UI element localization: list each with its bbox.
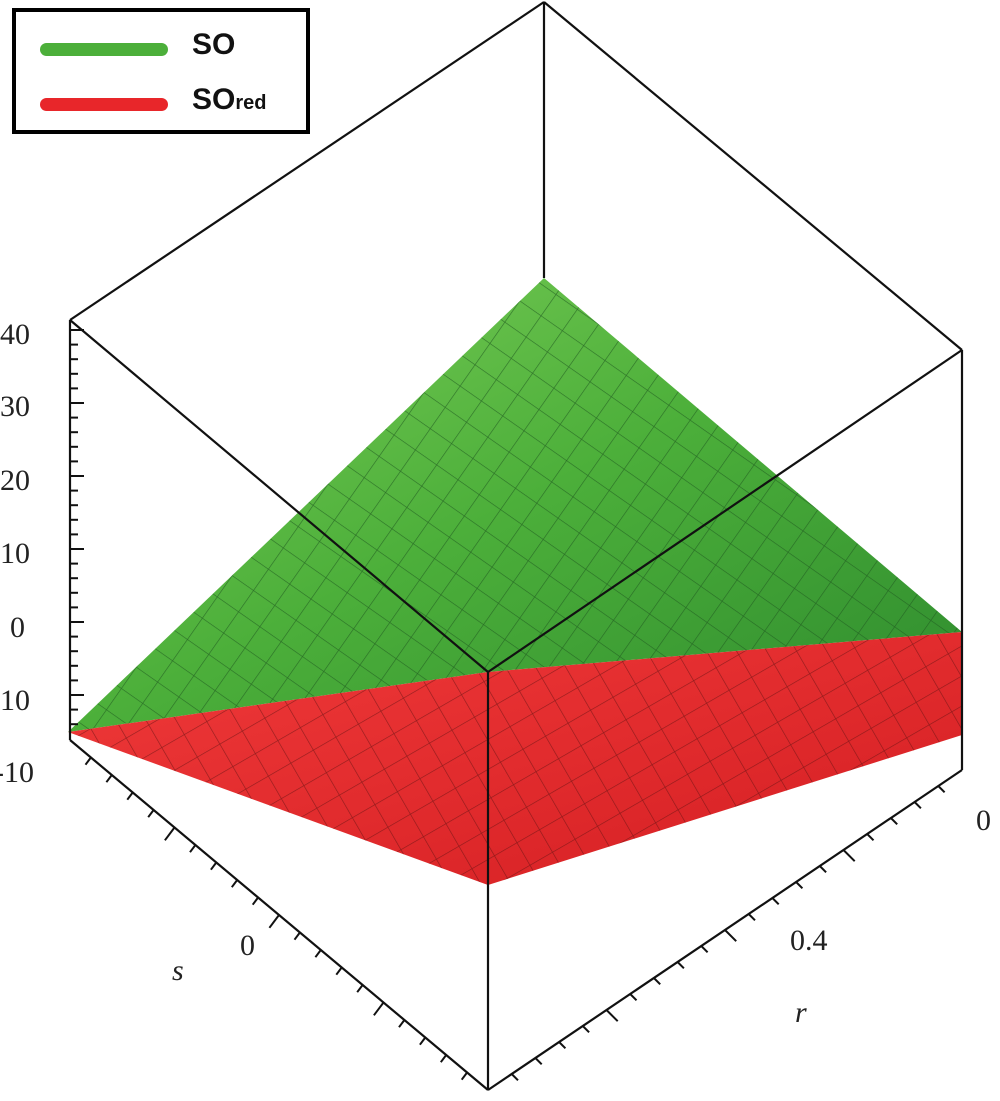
axis-tick — [251, 896, 259, 906]
axis-tick — [866, 833, 875, 842]
r-tick-label: 0 — [976, 804, 991, 837]
axis-tick — [268, 914, 280, 929]
z-axis-labels: 40 30 20 10 0 10 -10 — [0, 318, 34, 789]
box-edge — [487, 349, 963, 673]
axis-tick — [724, 929, 737, 942]
axis-tick — [105, 774, 113, 783]
axis-tick — [582, 1025, 590, 1034]
axis-tick — [314, 949, 322, 958]
s-axis-title: s — [172, 954, 184, 987]
r-tick-label: 0.4 — [790, 924, 828, 957]
legend-label-so: SO — [192, 28, 236, 61]
axis-tick — [147, 809, 155, 818]
axis-tick — [937, 785, 946, 794]
z-tick-label: 40 — [0, 318, 30, 351]
legend-label-so-red-sub: red — [235, 92, 267, 114]
axis-tick — [460, 1071, 468, 1081]
axis-tick — [605, 1009, 619, 1022]
axis-tick — [189, 844, 197, 853]
z-tick-label: 0 — [10, 611, 25, 644]
axis-tick — [84, 756, 92, 766]
axis-tick — [558, 1041, 567, 1050]
z-tick-label: 10 — [0, 684, 30, 717]
axis-tick — [356, 984, 364, 993]
z-tick-label: 30 — [0, 390, 30, 423]
axis-tick — [913, 801, 922, 810]
axis-tick — [398, 1019, 406, 1028]
axis-tick — [126, 791, 134, 801]
axis-tick — [231, 879, 238, 888]
legend-entry-so-red: SOred — [16, 76, 306, 126]
legend-swatch-so — [40, 43, 168, 56]
axis-tick — [335, 966, 343, 976]
axis-tick — [842, 849, 856, 862]
box-edge — [543, 1, 963, 351]
bounding-box-back — [69, 1, 963, 351]
axis-tick — [293, 931, 301, 941]
z-tick-label: 10 — [0, 537, 30, 570]
s-tick-label: 0 — [240, 929, 255, 962]
axis-tick — [164, 826, 176, 841]
legend: SO SOred — [12, 8, 310, 134]
axis-tick — [890, 817, 898, 826]
legend-entry-so: SO — [16, 22, 306, 72]
axis-ticks — [70, 329, 946, 1082]
surface-so-mesh — [68, 278, 962, 732]
axis-tick — [700, 945, 709, 954]
axis-tick — [534, 1057, 543, 1066]
axis-tick — [629, 993, 638, 1002]
surface-so-red-mesh — [68, 632, 962, 885]
axis-tick — [439, 1054, 448, 1063]
axis-tick — [819, 865, 827, 874]
axis-tick — [373, 1001, 385, 1016]
legend-label-so-red: SOred — [192, 83, 266, 117]
r-axis-title: r — [795, 996, 807, 1029]
axis-tick — [795, 881, 804, 890]
axis-tick — [676, 961, 685, 970]
box-edge — [69, 319, 489, 673]
z-tick-label: -10 — [0, 756, 34, 789]
axis-tick — [210, 861, 218, 871]
axis-tick — [510, 1073, 519, 1082]
legend-swatch-so-red — [40, 98, 168, 111]
legend-label-so-red-main: SO — [192, 83, 236, 116]
axis-tick — [653, 977, 661, 986]
axis-tick — [747, 913, 756, 922]
axis-tick — [771, 897, 780, 906]
axis-tick — [419, 1036, 427, 1046]
box-edge — [69, 1, 545, 321]
z-tick-label: 20 — [0, 464, 30, 497]
